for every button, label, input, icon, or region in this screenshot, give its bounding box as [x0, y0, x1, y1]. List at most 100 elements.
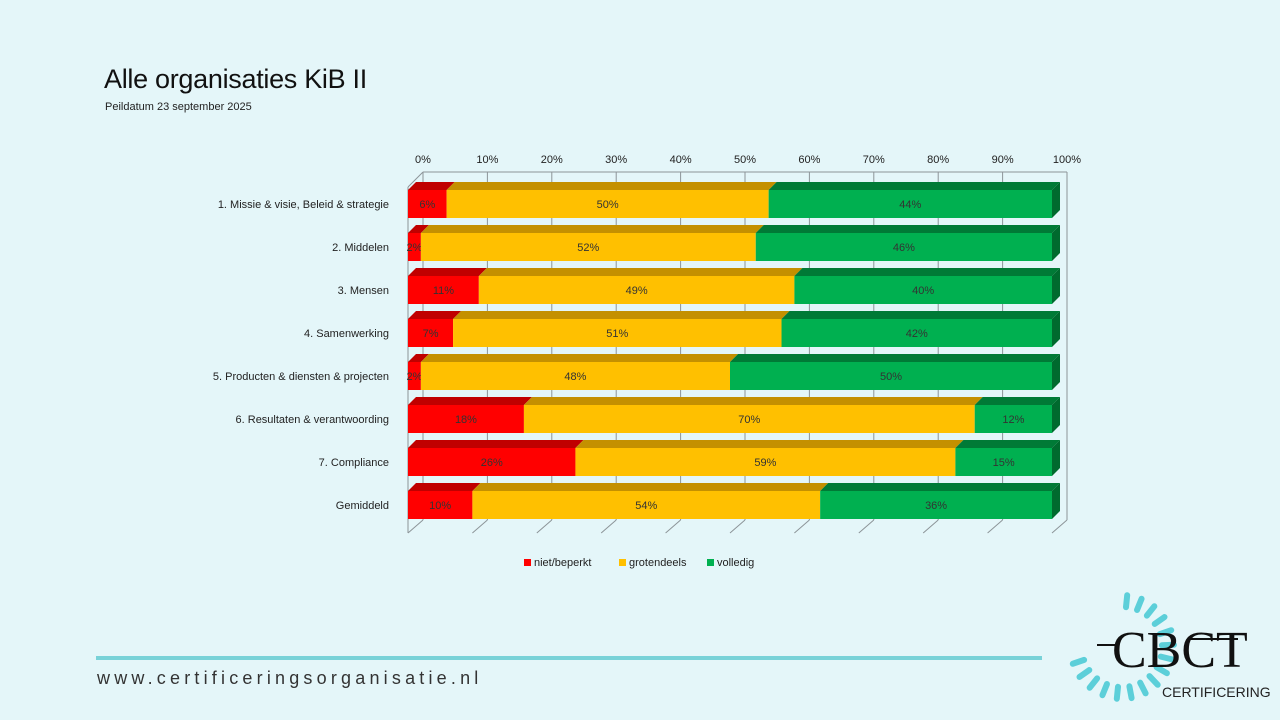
floor-gridline	[987, 519, 1003, 534]
logo-ray	[1122, 592, 1131, 611]
data-label: 50%	[597, 199, 619, 211]
bar-side-face	[1052, 311, 1060, 347]
bar-segment[interactable]	[408, 405, 524, 433]
floor-gridline	[536, 519, 553, 534]
bar-top-face	[453, 311, 790, 319]
slide-title: Alle organisaties KiB II	[104, 64, 367, 94]
bar-segment[interactable]	[974, 405, 1052, 433]
footer-divider	[96, 656, 1042, 660]
data-label: 44%	[899, 199, 921, 211]
logo-ray	[1126, 683, 1135, 702]
logo-ray	[1076, 667, 1093, 680]
bar-top-face	[420, 354, 738, 362]
bar-top-face	[408, 311, 462, 319]
floor-gridline	[600, 519, 617, 534]
category-label: 7. Compliance	[319, 457, 389, 469]
bar-top-face	[755, 225, 1060, 233]
x-tick-label: 100%	[1053, 154, 1081, 166]
data-label: 36%	[925, 500, 947, 512]
bar-top-face	[974, 397, 1060, 405]
data-label: 2%	[406, 242, 422, 254]
bar-top-face	[408, 483, 481, 491]
floor-gridline	[729, 519, 746, 534]
bar-segment[interactable]	[955, 448, 1052, 476]
bar-side-face	[1052, 268, 1060, 304]
data-label: 46%	[893, 242, 915, 254]
bar-segment[interactable]	[781, 319, 1052, 347]
logo-ray	[1158, 641, 1177, 649]
data-label: 49%	[626, 285, 648, 297]
logo-ray	[1069, 656, 1088, 667]
bar-side-face	[1052, 225, 1060, 261]
floor-gridline	[407, 519, 424, 534]
stacked-bar-chart: 0% 10% 20% 30% 40% 50% 60% 70% 80% 90% 100% 1. Miss…	[213, 154, 1081, 569]
data-label: 48%	[564, 371, 586, 383]
logo-ray	[1113, 683, 1122, 702]
x-tick-label: 30%	[605, 154, 627, 166]
floor-gridline	[858, 519, 875, 534]
bar-top-face	[794, 268, 1060, 276]
bar-segment[interactable]	[768, 190, 1052, 218]
bar-segment[interactable]	[472, 491, 821, 519]
floor-gridline	[794, 519, 810, 534]
logo-ray	[1153, 664, 1170, 677]
bar-top-face	[575, 440, 964, 448]
bar-segment[interactable]	[730, 362, 1052, 390]
legend-label: niet/beperkt	[534, 557, 591, 569]
category-label: 3. Mensen	[338, 285, 389, 297]
category-label: 4. Samenwerking	[304, 328, 389, 340]
category-label: 2. Middelen	[332, 242, 389, 254]
bar-segment[interactable]	[575, 448, 956, 476]
data-label: 15%	[993, 457, 1015, 469]
x-tick-label: 90%	[992, 154, 1014, 166]
bar-top-face	[781, 311, 1060, 319]
logo-mark: CBCT	[1112, 622, 1248, 679]
x-tick-label: 50%	[734, 154, 756, 166]
floor-gridline	[1051, 519, 1068, 534]
legend-swatch	[707, 559, 714, 566]
bar-top-face	[768, 182, 1060, 190]
cbct-logo: CBCT CERTIFICERING	[1069, 592, 1271, 702]
bar-top-face	[955, 440, 1060, 448]
bar-segment[interactable]	[408, 362, 421, 390]
data-label: 40%	[912, 285, 934, 297]
bar-segment[interactable]	[820, 491, 1052, 519]
floor-gridline	[922, 519, 939, 534]
data-label: 18%	[455, 414, 477, 426]
bar-segment[interactable]	[408, 448, 576, 476]
data-label: 10%	[429, 500, 451, 512]
bar-segment[interactable]	[453, 319, 782, 347]
x-tick-label: 20%	[541, 154, 563, 166]
bar-top-face	[472, 483, 829, 491]
bar-side-face	[1052, 483, 1060, 519]
logo-ray	[1146, 673, 1161, 688]
bar-segment[interactable]	[794, 276, 1052, 304]
x-tick-label: 0%	[415, 154, 431, 166]
bar-segment[interactable]	[408, 319, 454, 347]
bar-segment[interactable]	[408, 233, 421, 261]
floor-gridline	[665, 519, 681, 534]
bar-segment[interactable]	[420, 362, 730, 390]
footer-website-link[interactable]: www.certificeringsorganisatie.nl	[97, 668, 483, 688]
bar-top-face	[446, 182, 777, 190]
x-tick-label: 70%	[863, 154, 885, 166]
bar-segment[interactable]	[446, 190, 769, 218]
bar-segment[interactable]	[408, 276, 479, 304]
bar-top-face	[408, 354, 429, 362]
logo-ray	[1143, 603, 1158, 619]
bar-segment[interactable]	[408, 190, 447, 218]
bar-top-face	[408, 397, 532, 405]
bar-segment[interactable]	[408, 491, 473, 519]
bar-side-face	[1052, 354, 1060, 390]
logo-ray	[1099, 681, 1110, 699]
bar-top-face	[408, 440, 584, 448]
data-label: 26%	[481, 457, 503, 469]
bar-segment[interactable]	[478, 276, 795, 304]
bar-segment[interactable]	[523, 405, 975, 433]
logo-ray	[1086, 675, 1101, 691]
logo-ray	[1134, 595, 1145, 613]
bar-top-face	[820, 483, 1060, 491]
bar-segment[interactable]	[755, 233, 1052, 261]
data-label: 50%	[880, 371, 902, 383]
bar-segment[interactable]	[420, 233, 756, 261]
